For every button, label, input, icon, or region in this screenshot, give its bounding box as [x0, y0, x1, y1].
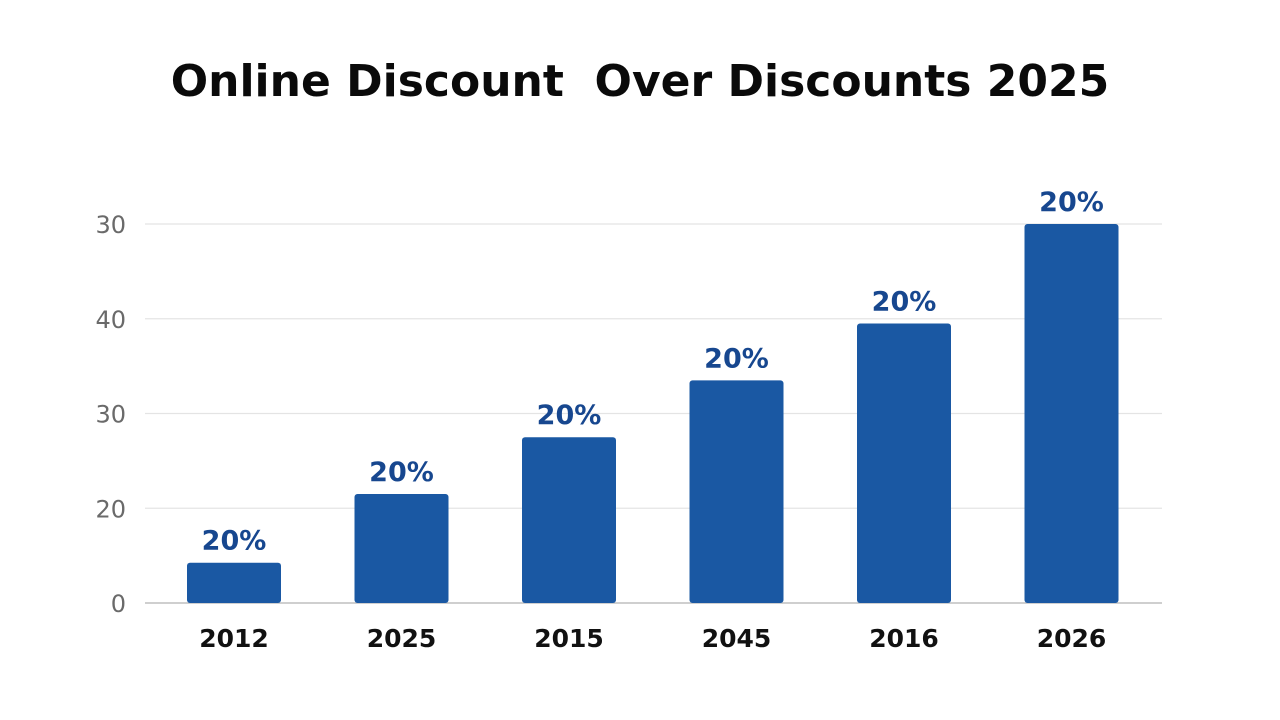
data-label: 20% [704, 343, 769, 374]
y-tick-label: 20 [95, 495, 126, 523]
y-axis-ticks: 0 20 30 40 30 [95, 211, 126, 618]
y-tick-label: 0 [111, 590, 126, 618]
chart-title: Online Discount Over Discounts 2025 [170, 56, 1110, 107]
x-tick-label: 2015 [534, 624, 604, 653]
y-tick-label: 30 [95, 211, 126, 239]
bar [187, 562, 281, 603]
bar [1024, 224, 1119, 603]
data-labels: 20% 20% 20% 20% 20% 20% [202, 187, 1104, 557]
x-tick-label: 2012 [199, 624, 269, 653]
x-axis-ticks: 2012 2025 2015 2045 2016 2026 [199, 624, 1106, 653]
data-label: 20% [1039, 187, 1104, 218]
y-tick-label: 40 [95, 306, 126, 334]
data-label: 20% [872, 286, 937, 317]
bar [354, 494, 449, 603]
bar [857, 323, 951, 603]
gridlines [145, 223, 1162, 604]
y-tick-label: 30 [95, 401, 126, 429]
bar [689, 380, 784, 603]
x-tick-label: 2045 [702, 624, 772, 653]
data-label: 20% [537, 400, 602, 431]
data-label: 20% [369, 457, 434, 488]
bar [522, 437, 616, 603]
x-tick-label: 2026 [1037, 624, 1107, 653]
x-tick-label: 2025 [367, 624, 437, 653]
data-label: 20% [202, 526, 267, 557]
x-tick-label: 2016 [869, 624, 939, 653]
bars [187, 224, 1119, 603]
